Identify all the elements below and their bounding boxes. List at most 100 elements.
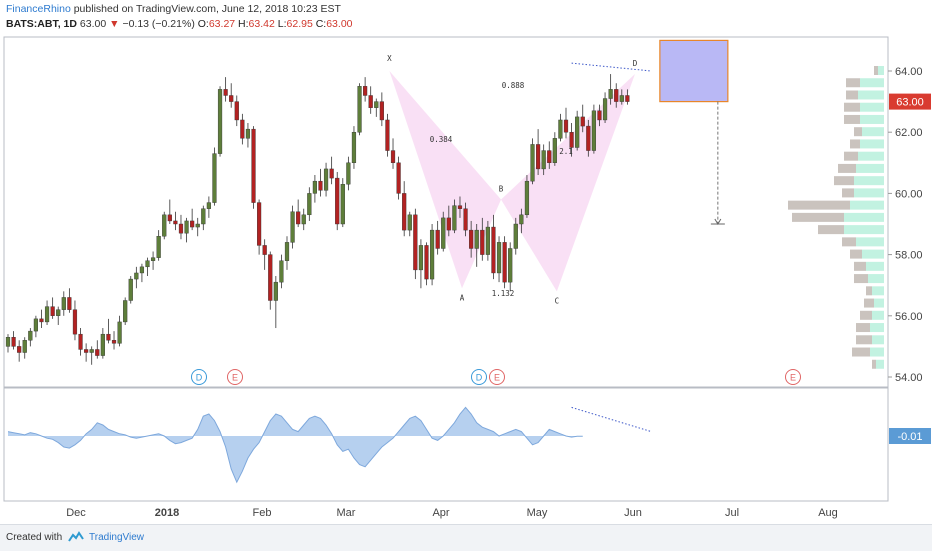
candle-body xyxy=(619,95,624,102)
candle-body xyxy=(368,95,373,108)
candle-body xyxy=(95,349,100,356)
oscillator: -0.01 xyxy=(7,406,931,484)
close-value: 63.00 xyxy=(326,18,353,30)
price-change: −0.13 (−0.21%) xyxy=(122,18,195,30)
volume-profile-down-bar xyxy=(854,274,868,284)
candle-body xyxy=(5,337,11,347)
candle-body xyxy=(223,89,228,96)
price-tick-label: 64.00 xyxy=(895,66,923,78)
projection-arrowhead xyxy=(714,218,722,225)
candle-body xyxy=(117,321,122,344)
candle-body xyxy=(106,333,111,341)
volume-profile-up-bar xyxy=(860,78,884,88)
candle-body xyxy=(340,184,345,225)
candle-body xyxy=(552,138,557,164)
volume-profile-up-bar xyxy=(872,310,884,320)
candle-body xyxy=(178,223,184,234)
volume-profile-up-bar xyxy=(858,151,884,161)
candle-body xyxy=(212,153,217,203)
volume-profile-down-bar xyxy=(874,66,878,75)
high-label: H: xyxy=(238,18,249,30)
volume-profile-up-bar xyxy=(856,163,884,173)
time-axis-label: Jul xyxy=(725,507,739,519)
candle-body xyxy=(586,125,591,151)
tradingview-logo-icon xyxy=(68,531,84,542)
time-axis-label: Feb xyxy=(253,507,272,519)
oscillator-line xyxy=(7,406,583,484)
candle-body xyxy=(536,144,541,170)
candle-body xyxy=(402,193,407,231)
volume-profile-down-bar xyxy=(856,323,870,333)
candle-body xyxy=(240,119,245,139)
candle-body xyxy=(56,309,61,316)
candle-body xyxy=(469,229,474,249)
earnings-marker xyxy=(489,369,505,385)
candle-body xyxy=(508,248,513,283)
volume-profile-down-bar xyxy=(860,310,872,320)
time-axis-label: Apr xyxy=(432,507,449,519)
candle-body xyxy=(474,229,479,249)
volume-profile-down-bar xyxy=(844,114,860,124)
candle-body xyxy=(290,211,295,243)
candle-body xyxy=(279,260,284,283)
candle-body xyxy=(150,257,156,261)
earnings-marker-label: E xyxy=(494,373,500,383)
time-axis-label: Mar xyxy=(337,507,356,519)
candle-body xyxy=(346,162,351,185)
candle-body xyxy=(496,242,502,274)
volume-profile-up-bar xyxy=(866,261,884,271)
candle-body xyxy=(519,214,524,225)
price-tick-label: 62.00 xyxy=(895,127,923,139)
candle-body xyxy=(541,150,546,170)
candle-body xyxy=(413,214,418,271)
candle-body xyxy=(363,86,368,96)
candle-body xyxy=(190,220,195,228)
volume-profile-down-bar xyxy=(864,298,874,308)
candle-body xyxy=(245,128,251,139)
ratio-label: 0.384 xyxy=(430,135,453,144)
price-tick-label: 56.00 xyxy=(895,311,923,323)
volume-profile-up-bar xyxy=(872,335,884,345)
candle-body xyxy=(268,254,273,301)
pattern-point-c: C xyxy=(555,296,560,305)
time-axis-label: Aug xyxy=(818,507,838,519)
candle-body xyxy=(424,245,429,280)
candle-body xyxy=(429,229,435,280)
price-axis[interactable]: 54.00 56.00 58.00 60.00 62.00 64.00 63.00 xyxy=(888,66,931,384)
symbol-label[interactable]: BATS:ABT, 1D xyxy=(6,18,77,30)
candle-body xyxy=(262,245,267,255)
pattern-point-x: X xyxy=(387,54,392,63)
candle-body xyxy=(435,229,440,249)
ratio-label: 1.132 xyxy=(492,289,515,298)
divergence-line-oscillator xyxy=(571,406,652,433)
candle-body xyxy=(61,297,66,310)
volume-profile-up-bar xyxy=(844,225,884,235)
tradingview-brand[interactable]: TradingView xyxy=(89,532,145,543)
candle-body xyxy=(452,205,457,231)
candle-body xyxy=(563,119,569,133)
volume-profile-down-bar xyxy=(854,127,862,137)
volume-profile-down-bar xyxy=(850,139,860,149)
time-axis-label: May xyxy=(527,507,548,519)
volume-profile-up-bar xyxy=(870,347,884,357)
candle-body xyxy=(284,242,290,261)
volume-profile-up-bar xyxy=(872,286,884,296)
volume-profile-down-bar xyxy=(852,347,870,357)
volume-profile-up-bar xyxy=(862,127,884,137)
ratio-label: 2.1 xyxy=(559,147,573,156)
candle-body xyxy=(558,119,563,139)
last-price-badge-label: 63.00 xyxy=(896,97,924,109)
candle-body xyxy=(591,110,596,151)
candle-body xyxy=(569,131,574,148)
volume-profile-down-bar xyxy=(872,359,876,369)
candle-body xyxy=(11,337,16,347)
candle-body xyxy=(407,214,412,231)
time-axis[interactable]: Dec 2018 Feb Mar Apr May Jun Jul Aug xyxy=(66,507,838,519)
candle-body xyxy=(513,223,518,249)
publisher-name[interactable]: FinanceRhino xyxy=(6,3,71,15)
volume-profile-down-bar xyxy=(842,188,854,198)
close-label: C: xyxy=(315,18,327,30)
volume-profile-up-bar xyxy=(862,249,884,259)
volume-profile-up-bar xyxy=(878,66,884,75)
